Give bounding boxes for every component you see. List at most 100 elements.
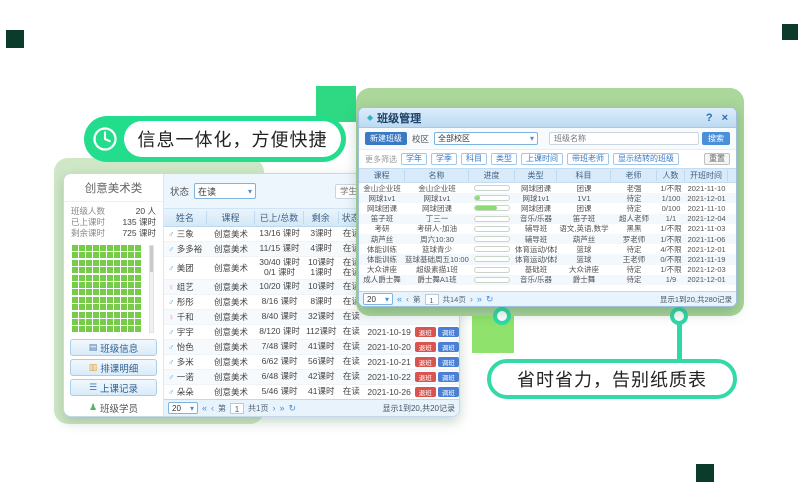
sidebar-item-class-info[interactable]: ▤ 班级信息: [70, 339, 157, 356]
remove-button[interactable]: 退班: [414, 386, 436, 397]
course-cell: 创意美术: [214, 386, 249, 397]
class-search-input[interactable]: [549, 132, 699, 145]
col-header: 开班时间: [685, 170, 728, 181]
seat-grid-wrap: [72, 245, 154, 333]
page-size-select[interactable]: 20 ▾: [363, 293, 393, 305]
status-label: 状态: [170, 187, 190, 198]
remove-button[interactable]: 退班: [414, 341, 436, 352]
course-cell: 创意美术: [214, 281, 249, 292]
pagination-summary: 显示1到20,共280记录: [659, 294, 732, 304]
transfer-button[interactable]: 调班: [437, 371, 459, 382]
decor-square-top-left: [6, 30, 24, 48]
transfer-button[interactable]: 调班: [437, 386, 459, 397]
filter-chip[interactable]: 学季: [431, 153, 457, 165]
status-select-value: 在读: [198, 186, 217, 197]
sidebar-item-class-students[interactable]: ♟ 班级学员: [70, 399, 157, 416]
seat-cell: [128, 311, 134, 318]
class-name-cell: 爵士舞A1班: [417, 275, 457, 285]
next-page-icon[interactable]: ›: [469, 294, 473, 304]
seat-cell: [128, 319, 134, 326]
teacher-cell: 待定: [626, 244, 642, 254]
sidebar-item-lesson-records[interactable]: ☰ 上课记录: [70, 379, 157, 396]
course-cell: 网球1v1: [368, 193, 396, 203]
seat-cell: [128, 252, 134, 259]
help-icon[interactable]: ?: [705, 111, 713, 124]
chevron-down-icon: ▾: [530, 134, 535, 143]
last-page-icon[interactable]: »: [279, 403, 285, 413]
start-date-cell: 2021-12-04: [687, 214, 726, 224]
student-name-cell: ♂ 宇宇: [164, 326, 207, 338]
seat-cell: [86, 259, 92, 266]
filter-chip[interactable]: 上课时间: [521, 153, 563, 165]
student-name: 多米: [176, 356, 194, 367]
refresh-icon[interactable]: ↻: [485, 293, 494, 304]
first-page-icon[interactable]: «: [202, 403, 208, 413]
seat-cell: [135, 245, 141, 251]
sidebar-item-label: 排课明细: [100, 363, 139, 375]
page-number-input[interactable]: 1: [424, 293, 439, 305]
table-row: 体能训练 篮球基础周五10:00~2 体育运动/体能 篮球 王老师 0/不限 2…: [359, 254, 736, 265]
seat-cell: [135, 326, 141, 333]
count-cell: 1/1: [665, 214, 677, 224]
count-cell: 1/不限: [660, 183, 682, 193]
close-icon[interactable]: ×: [721, 111, 728, 124]
refresh-icon[interactable]: ↻: [288, 402, 297, 413]
remove-button[interactable]: 退班: [414, 371, 436, 382]
teacher-cell: 黑黑: [626, 224, 642, 234]
prev-page-icon[interactable]: ‹: [406, 294, 410, 304]
seat-cell: [93, 326, 99, 333]
seat-cell: [79, 326, 85, 333]
filter-chip[interactable]: 类型: [491, 153, 517, 165]
filter-chip[interactable]: 科目: [461, 153, 487, 165]
seat-cell: [72, 304, 78, 311]
transfer-button[interactable]: 调班: [437, 326, 459, 337]
seat-cell: [121, 296, 127, 303]
row-actions: 退班 调班: [414, 371, 459, 382]
seat-grid-scrollbar[interactable]: [149, 245, 154, 333]
student-name: 宇宇: [176, 326, 194, 337]
class-table-body: 金山企业班 金山企业班 网球团课 团课 老强 1/不限 2021-11-10 网…: [359, 183, 736, 291]
progress-bar: [474, 195, 510, 202]
remove-button[interactable]: 退班: [414, 326, 436, 337]
sidebar-item-schedule-detail[interactable]: ▥ 排课明细: [70, 359, 157, 376]
next-page-icon[interactable]: ›: [272, 403, 276, 413]
progress-bar: [474, 185, 510, 192]
subject-cell: 篮球: [576, 244, 592, 254]
filter-chip[interactable]: 学年: [401, 153, 427, 165]
type-cell: 音乐/乐器: [519, 275, 553, 285]
search-button[interactable]: 搜索: [702, 132, 730, 145]
start-date-cell: 2021-12-01: [687, 244, 726, 254]
seat-cell: [72, 289, 78, 296]
filter-chip[interactable]: 带班老师: [567, 153, 609, 165]
seat-cell: [114, 267, 120, 274]
seat-cell: [107, 304, 113, 311]
student-name-cell: ♂ 三象: [164, 228, 207, 240]
count-cell: 4/不限: [660, 244, 682, 254]
taken-total-cell: 13/16 课时: [259, 228, 300, 239]
count-cell: 1/不限: [660, 265, 682, 275]
transfer-button[interactable]: 调班: [437, 341, 459, 352]
progress-bar: [474, 236, 510, 243]
progress-cell: [469, 225, 515, 232]
filter-chip[interactable]: 显示结转的班级: [613, 153, 679, 165]
table-row: ♂ 三象 创意美术 13/16 课时 3课时 在读 退班 调班: [164, 227, 459, 242]
reset-button[interactable]: 重置: [704, 153, 730, 165]
col-header: 姓名: [164, 211, 207, 224]
page-number-input[interactable]: 1: [230, 402, 245, 414]
status-select[interactable]: 在读 ▾: [194, 183, 257, 199]
page-size-select[interactable]: 20 ▾: [168, 402, 198, 414]
new-class-button[interactable]: 新建班级: [365, 132, 407, 145]
class-name: 创意美术类: [64, 180, 163, 202]
transfer-button[interactable]: 调班: [437, 356, 459, 367]
campus-select[interactable]: 全部校区 ▾: [434, 132, 539, 145]
first-page-icon[interactable]: «: [397, 294, 403, 304]
teacher-cell: 王老师: [622, 254, 646, 264]
count-cell: 1/9: [665, 275, 677, 285]
last-page-icon[interactable]: »: [476, 294, 482, 304]
prev-page-icon[interactable]: ‹: [211, 403, 215, 413]
scrollbar-thumb[interactable]: [150, 246, 153, 272]
type-cell: 网球团课: [521, 183, 551, 193]
seat-cell: [121, 274, 127, 281]
seat-cell: [100, 245, 106, 251]
remove-button[interactable]: 退班: [414, 356, 436, 367]
